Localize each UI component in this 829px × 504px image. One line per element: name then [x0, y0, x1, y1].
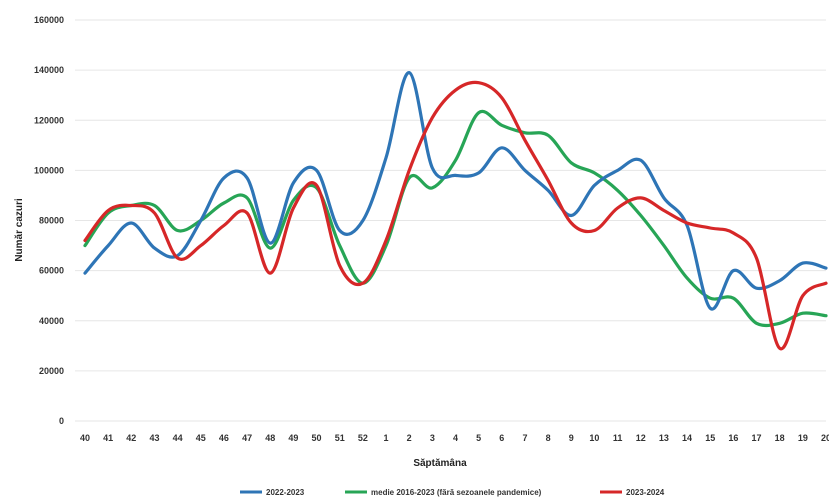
x-tick-label: 52 [358, 433, 368, 443]
x-tick-label: 4 [453, 433, 458, 443]
y-tick-label: 140000 [34, 65, 64, 75]
y-tick-label: 20000 [39, 366, 64, 376]
y-tick-label: 80000 [39, 216, 64, 226]
x-tick-label: 7 [522, 433, 527, 443]
x-axis-title: Săptămâna [413, 458, 467, 469]
legend-label-2: medie 2016-2023 (fără sezoanele pandemic… [371, 488, 542, 497]
x-axis-ticks: 40 41 42 43 44 45 46 47 48 49 50 51 52 1 2 3 4 5 6 7 8 9 10 11 1… [80, 433, 829, 443]
x-tick-label: 50 [312, 433, 322, 443]
x-tick-label: 43 [149, 433, 159, 443]
x-tick-label: 48 [265, 433, 275, 443]
x-tick-label: 49 [288, 433, 298, 443]
y-tick-label: 160000 [34, 15, 64, 25]
x-tick-label: 11 [613, 433, 623, 443]
x-tick-label: 5 [476, 433, 481, 443]
y-axis-ticks: 0 20000 40000 60000 80000 100000 120000 140000 1… [34, 15, 64, 426]
series-line-2 [83, 109, 828, 328]
x-tick-label: 18 [775, 433, 785, 443]
x-tick-label: 9 [569, 433, 574, 443]
x-tick-label: 6 [499, 433, 504, 443]
x-tick-label: 8 [546, 433, 551, 443]
series-line-1 [83, 70, 828, 311]
x-tick-label: 42 [126, 433, 136, 443]
y-tick-label: 60000 [39, 266, 64, 276]
x-tick-label: 14 [682, 433, 692, 443]
y-tick-label: 0 [59, 416, 64, 426]
x-tick-label: 16 [728, 433, 738, 443]
y-tick-label: 120000 [34, 115, 64, 125]
series-line-3 [83, 80, 828, 351]
x-tick-label: 17 [752, 433, 762, 443]
series-lines [83, 70, 828, 351]
x-tick-label: 13 [659, 433, 669, 443]
gridlines [75, 19, 826, 422]
x-tick-label: 2 [407, 433, 412, 443]
x-tick-label: 10 [589, 433, 599, 443]
legend: 2022-2023 medie 2016-2023 (fără sezoanele… [240, 488, 665, 497]
x-tick-label: 51 [335, 433, 345, 443]
x-tick-label: 19 [798, 433, 808, 443]
x-tick-label: 40 [80, 433, 90, 443]
y-tick-label: 40000 [39, 316, 64, 326]
legend-label-3: 2023-2024 [626, 488, 665, 497]
y-tick-label: 100000 [34, 165, 64, 175]
x-tick-label: 45 [196, 433, 206, 443]
x-tick-label: 15 [705, 433, 715, 443]
x-tick-label: 47 [242, 433, 252, 443]
x-tick-label: 44 [173, 433, 183, 443]
y-axis-title: Număr cazuri [14, 198, 25, 262]
legend-label-1: 2022-2023 [266, 488, 305, 497]
x-tick-label: 12 [636, 433, 646, 443]
x-tick-label: 41 [103, 433, 113, 443]
x-tick-label: 1 [384, 433, 389, 443]
x-tick-label: 46 [219, 433, 229, 443]
x-tick-label: 20 [821, 433, 829, 443]
x-tick-label: 3 [430, 433, 435, 443]
